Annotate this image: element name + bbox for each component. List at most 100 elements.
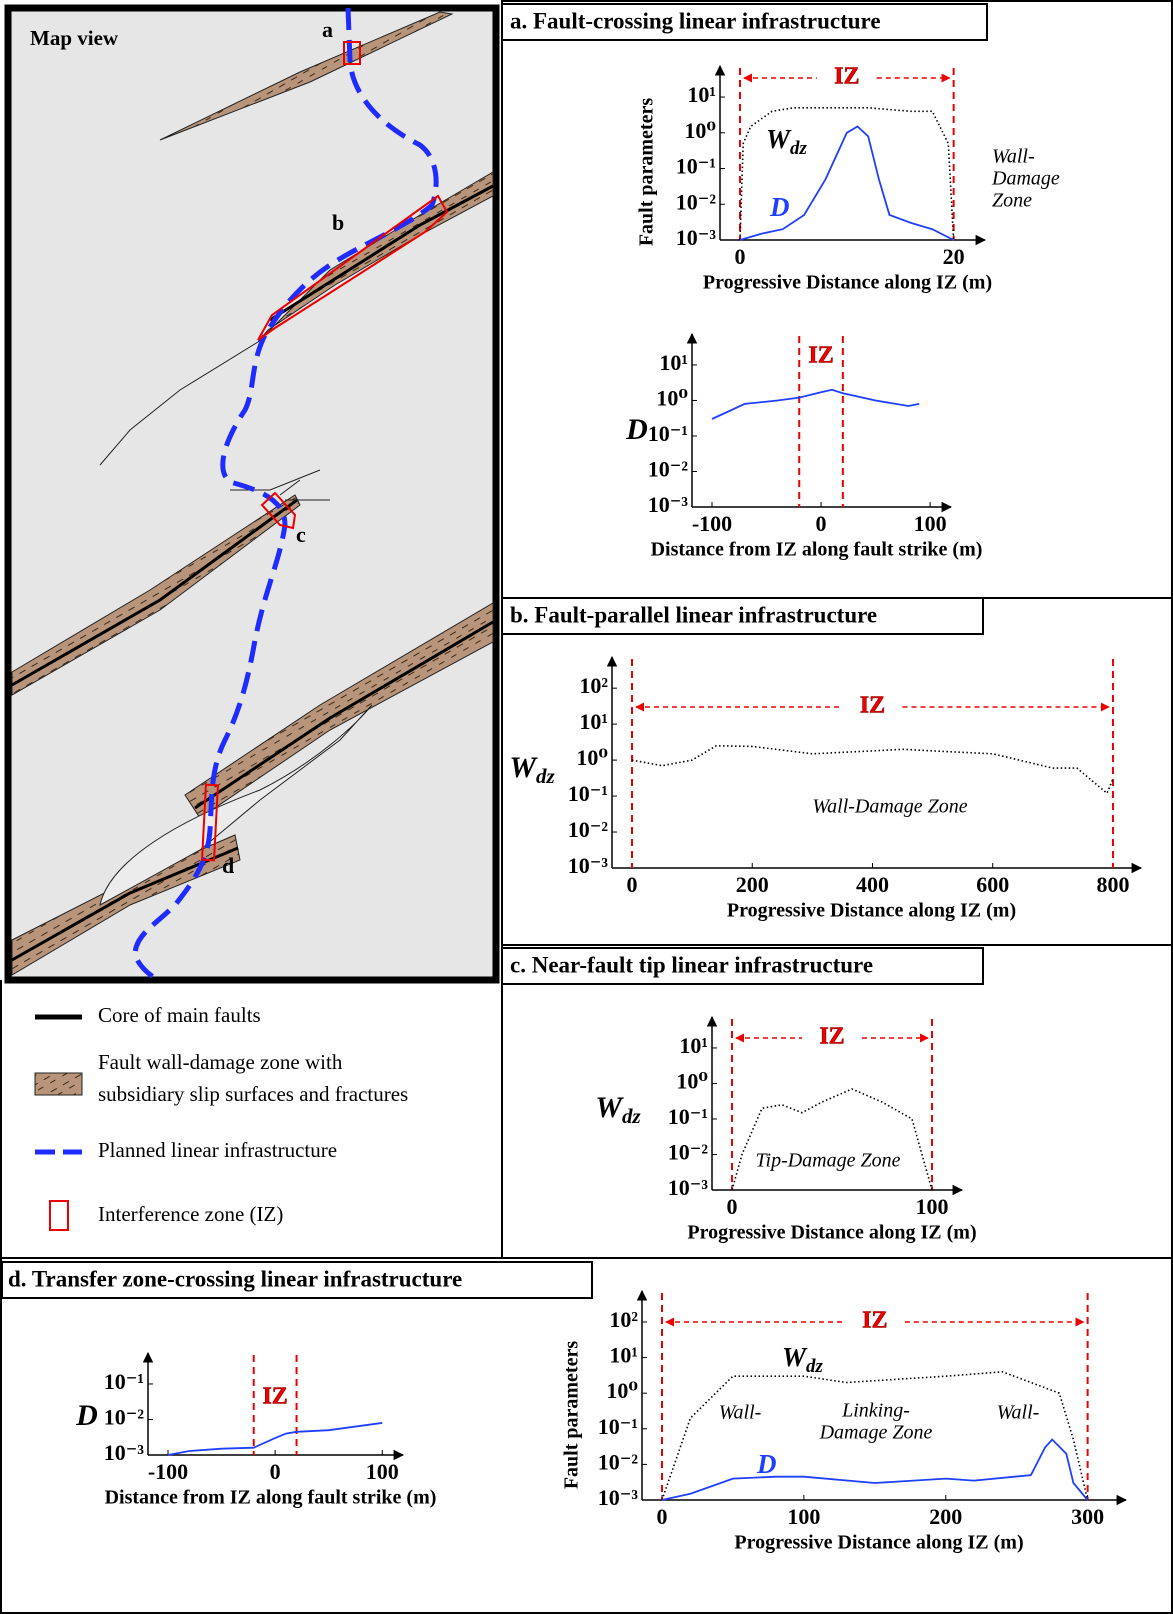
iz-label: IZ xyxy=(860,693,885,719)
chart: 10⁻³ 10⁻² 10⁻¹ 10⁰ 10¹ 10² 0 100 200 300 Progressi… xyxy=(561,1289,1128,1554)
data-line xyxy=(731,1088,933,1191)
y-tick-label: 10⁻³ xyxy=(598,1485,639,1510)
interference-zones xyxy=(200,41,449,862)
x-axis-title: Distance from IZ along fault strike (m) xyxy=(105,1487,437,1509)
x-tick-label: 0 xyxy=(727,1194,738,1219)
series-label: D xyxy=(769,192,790,222)
chart: 10⁻³ 10⁻² 10⁻¹ -100 0 100 Distance from IZ alo… xyxy=(75,1351,437,1509)
map-label: b xyxy=(332,210,344,235)
series-label: D xyxy=(756,1449,777,1479)
y-tick-label: 10⁻² xyxy=(104,1405,145,1430)
fault-tips xyxy=(99,341,373,906)
x-tick-label: 0 xyxy=(270,1459,281,1484)
series-label: Wdz xyxy=(766,124,807,159)
y-tick-label: 10¹ xyxy=(679,1033,708,1058)
iz-label: IZ xyxy=(262,1384,287,1410)
map-label: d xyxy=(222,853,234,878)
data-line xyxy=(167,1422,383,1456)
x-tick-label: 0 xyxy=(657,1504,668,1529)
chart: 10⁻³ 10⁻² 10⁻¹ 10⁰ 10¹ 10² 0 200 400 600 800 Progre… xyxy=(509,655,1143,922)
panel-titles: a. Fault-crossing linear infrastructure … xyxy=(1,3,988,1299)
y-axis-title: Wdz xyxy=(595,1091,641,1128)
panel-title: b. Fault-parallel linear infrastructure xyxy=(510,602,877,627)
iz-label: IZ xyxy=(808,343,833,369)
y-tick-label: 10⁻³ xyxy=(676,225,717,250)
y-axis-title: Fault parameters xyxy=(636,98,658,247)
legend-label: subsidiary slip surfaces and fractures xyxy=(98,1082,408,1106)
y-tick-label: 10¹ xyxy=(687,82,716,107)
iz-label: IZ xyxy=(834,64,859,90)
legend-label: Planned linear infrastructure xyxy=(98,1138,337,1162)
y-tick-label: 10² xyxy=(579,673,608,698)
y-tick-label: 10⁻¹ xyxy=(104,1369,144,1394)
y-tick-label: 10⁻³ xyxy=(104,1440,145,1465)
x-tick-label: 0 xyxy=(816,511,827,536)
panel-title: d. Transfer zone-crossing linear infrast… xyxy=(8,1266,462,1291)
y-tick-label: 10⁻¹ xyxy=(598,1414,638,1439)
map: Map view a b c d xyxy=(4,4,500,984)
x-tick-label: 100 xyxy=(787,1504,820,1529)
x-tick-label: -100 xyxy=(692,511,732,536)
y-tick-label: 10⁰ xyxy=(676,1069,708,1094)
y-tick-label: 10⁻² xyxy=(676,189,717,214)
x-axis-title: Progressive Distance along IZ (m) xyxy=(687,1222,976,1244)
annotation: Wall- xyxy=(992,146,1035,168)
y-tick-label: 10⁰ xyxy=(606,1378,638,1403)
y-tick-label: 10⁻¹ xyxy=(648,421,688,446)
y-axis-title: D xyxy=(75,1399,98,1432)
y-tick-label: 10⁻³ xyxy=(668,1175,709,1200)
x-tick-label: 100 xyxy=(914,511,947,536)
data-line xyxy=(739,125,955,241)
y-tick-label: 10⁰ xyxy=(576,745,608,770)
series-label: Wdz xyxy=(782,1342,823,1377)
legend-label: Core of main faults xyxy=(98,1003,261,1027)
x-tick-label: 200 xyxy=(736,872,769,897)
planned-infrastructure xyxy=(132,7,439,983)
iz-label: IZ xyxy=(819,1024,844,1050)
legend-label: Fault wall-damage zone with xyxy=(98,1050,343,1074)
legend-swatch xyxy=(34,1072,83,1096)
x-tick-label: 100 xyxy=(366,1459,399,1484)
data-line xyxy=(631,744,1114,795)
x-axis-title: Progressive Distance along IZ (m) xyxy=(727,900,1016,922)
annotation: Damage Zone xyxy=(819,1422,933,1444)
x-tick-label: 0 xyxy=(627,872,638,897)
y-tick-label: 10¹ xyxy=(659,350,688,375)
data-line xyxy=(661,1370,1089,1501)
y-tick-label: 10⁻² xyxy=(668,1140,709,1165)
data-line xyxy=(711,388,920,420)
x-tick-label: 600 xyxy=(976,872,1009,897)
x-tick-label: 300 xyxy=(1071,1504,1104,1529)
y-tick-label: 10⁻² xyxy=(648,457,689,482)
y-tick-label: 10² xyxy=(609,1307,638,1332)
y-tick-label: 10¹ xyxy=(579,709,608,734)
y-tick-label: 10⁻³ xyxy=(648,492,689,517)
x-tick-label: 800 xyxy=(1096,872,1129,897)
y-tick-label: 10⁻¹ xyxy=(676,154,716,179)
x-axis-title: Progressive Distance along IZ (m) xyxy=(734,1532,1023,1554)
map-frame xyxy=(4,4,500,984)
x-tick-label: 400 xyxy=(856,872,889,897)
x-axis-title: Progressive Distance along IZ (m) xyxy=(703,272,992,294)
annotation: Wall-Damage Zone xyxy=(812,796,967,818)
iz-label: IZ xyxy=(862,1308,887,1334)
annotation: Damage xyxy=(991,168,1060,190)
y-tick-label: 10⁻¹ xyxy=(668,1104,708,1129)
annotation: Wall- xyxy=(719,1402,762,1424)
chart: 10⁻³ 10⁻² 10⁻¹ 10⁰ 10¹ 0 100 Progressive Distan… xyxy=(595,1015,977,1244)
annotation: Zone xyxy=(992,190,1032,212)
x-tick-label: 20 xyxy=(943,244,965,269)
x-tick-label: 100 xyxy=(916,1194,949,1219)
y-tick-label: 10⁰ xyxy=(684,118,716,143)
annotation: Wall- xyxy=(997,1402,1040,1424)
annotation: Linking- xyxy=(841,1400,910,1422)
y-tick-label: 10¹ xyxy=(609,1343,638,1368)
chart: 10⁻³ 10⁻² 10⁻¹ 10⁰ 10¹ -100 0 100 Distance from … xyxy=(625,332,983,561)
chart: 10⁻³ 10⁻² 10⁻¹ 10⁰ 10¹ 0 20 Progressive Distanc… xyxy=(636,63,1060,294)
legend-swatch xyxy=(49,1200,69,1231)
x-tick-label: -100 xyxy=(148,1459,188,1484)
y-tick-label: 10⁻² xyxy=(568,817,609,842)
annotation: Tip-Damage Zone xyxy=(756,1150,901,1172)
x-axis-title: Distance from IZ along fault strike (m) xyxy=(651,539,983,561)
